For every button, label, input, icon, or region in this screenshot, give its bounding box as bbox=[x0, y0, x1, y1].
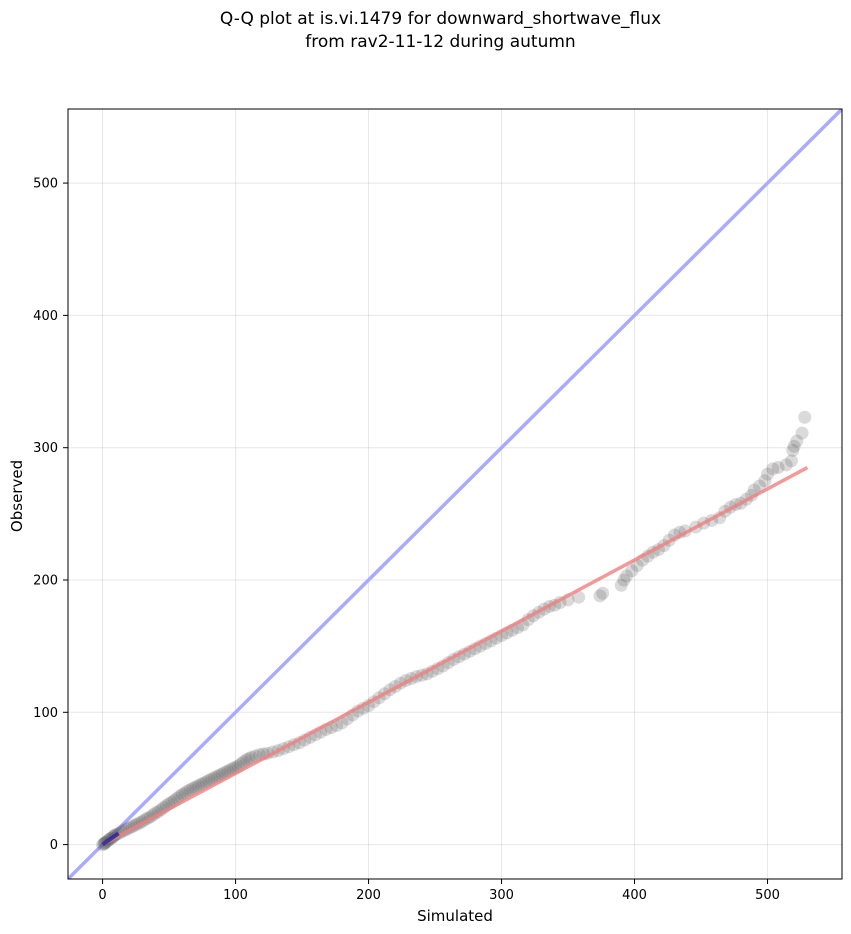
qq-point bbox=[183, 783, 197, 797]
qq-point bbox=[572, 590, 586, 604]
chart-title: Q-Q plot at is.vi.1479 for downward_shor… bbox=[0, 8, 851, 54]
qq-point bbox=[237, 755, 251, 769]
qq-point bbox=[625, 564, 639, 578]
chart-title-line-2: from rav2-11-12 during autumn bbox=[305, 32, 576, 52]
fit-line bbox=[101, 465, 809, 847]
qq-point bbox=[779, 458, 793, 472]
y-tick-label: 200 bbox=[33, 573, 58, 588]
y-axis-label: Observed bbox=[8, 460, 26, 532]
x-tick-label: 400 bbox=[622, 888, 647, 903]
qq-point bbox=[189, 780, 203, 794]
qq-point bbox=[620, 569, 634, 583]
grid-lines bbox=[68, 109, 842, 879]
qq-point bbox=[207, 771, 221, 785]
low-end-fit-segment bbox=[101, 831, 120, 847]
qq-point bbox=[202, 773, 216, 787]
qq-point bbox=[199, 775, 213, 789]
qq-point bbox=[191, 779, 205, 793]
qq-point bbox=[795, 426, 809, 440]
y-tick-label: 400 bbox=[33, 309, 58, 324]
data-points bbox=[96, 410, 812, 852]
qq-point bbox=[784, 454, 798, 468]
qq-point bbox=[787, 439, 801, 453]
qq-point bbox=[771, 461, 785, 475]
y-tick-label: 0 bbox=[50, 838, 58, 853]
qq-point bbox=[766, 462, 780, 476]
reference-line-1-to-1 bbox=[68, 109, 842, 879]
qq-point bbox=[614, 578, 628, 592]
qq-point bbox=[205, 772, 219, 786]
qq-point bbox=[758, 474, 772, 488]
qq-point bbox=[181, 784, 195, 798]
qq-point bbox=[593, 589, 607, 603]
qq-point bbox=[245, 750, 259, 764]
qq-point bbox=[753, 479, 767, 493]
qq-point bbox=[798, 410, 812, 424]
x-tick-label: 200 bbox=[356, 888, 381, 903]
x-tick-label: 100 bbox=[223, 888, 248, 903]
x-tick-label: 300 bbox=[489, 888, 514, 903]
qq-point bbox=[617, 573, 631, 587]
qq-point bbox=[173, 789, 187, 803]
qq-point bbox=[790, 434, 804, 448]
qq-point bbox=[194, 777, 208, 791]
y-tick-label: 500 bbox=[33, 177, 58, 192]
y-tick-label: 100 bbox=[33, 706, 58, 721]
x-tick-label: 500 bbox=[755, 888, 780, 903]
y-tick-label: 300 bbox=[33, 441, 58, 456]
qq-point bbox=[596, 586, 610, 600]
qq-point bbox=[242, 752, 256, 766]
qq-point bbox=[786, 443, 800, 457]
axis-ticks: 0 100 200 300 400 500 0 100 200 300 400 500 bbox=[33, 177, 780, 903]
qq-point bbox=[186, 781, 200, 795]
chart-title-line-1: Q-Q plot at is.vi.1479 for downward_shor… bbox=[219, 9, 662, 29]
qq-point bbox=[239, 753, 253, 767]
qq-point bbox=[175, 787, 189, 801]
plot-frame bbox=[67, 108, 843, 880]
x-axis-label: Simulated bbox=[417, 907, 493, 925]
qq-point bbox=[178, 786, 192, 800]
x-tick-label: 0 bbox=[98, 888, 106, 903]
qq-point bbox=[197, 776, 211, 790]
qq-point bbox=[761, 467, 775, 481]
